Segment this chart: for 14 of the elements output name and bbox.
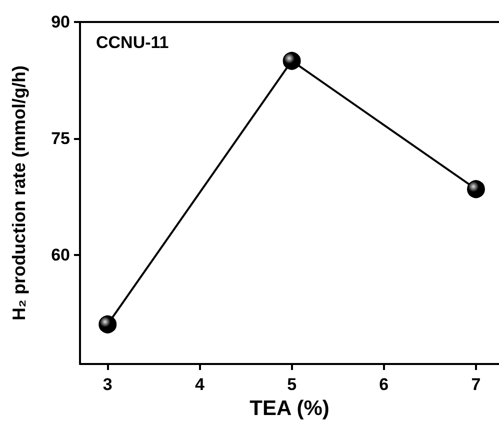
x-tick-label: 7 [471,375,481,394]
point [98,315,117,334]
point [282,52,301,70]
x-tick-label: 4 [194,375,205,394]
x-axis-title: TEA (%) [250,397,330,420]
y-tick-label: 90 [51,12,70,32]
annotation: CCNU-11 [96,33,169,52]
x-tick-label: 3 [102,375,112,394]
x-tick-label: 6 [379,375,389,394]
y-tick-label: 60 [51,246,70,265]
y-tick-label: 75 [51,129,70,148]
x-tick-label: 5 [287,375,297,394]
y-axis-title: H₂ production rate (mmol/g/h) [9,66,29,320]
point [466,180,485,198]
